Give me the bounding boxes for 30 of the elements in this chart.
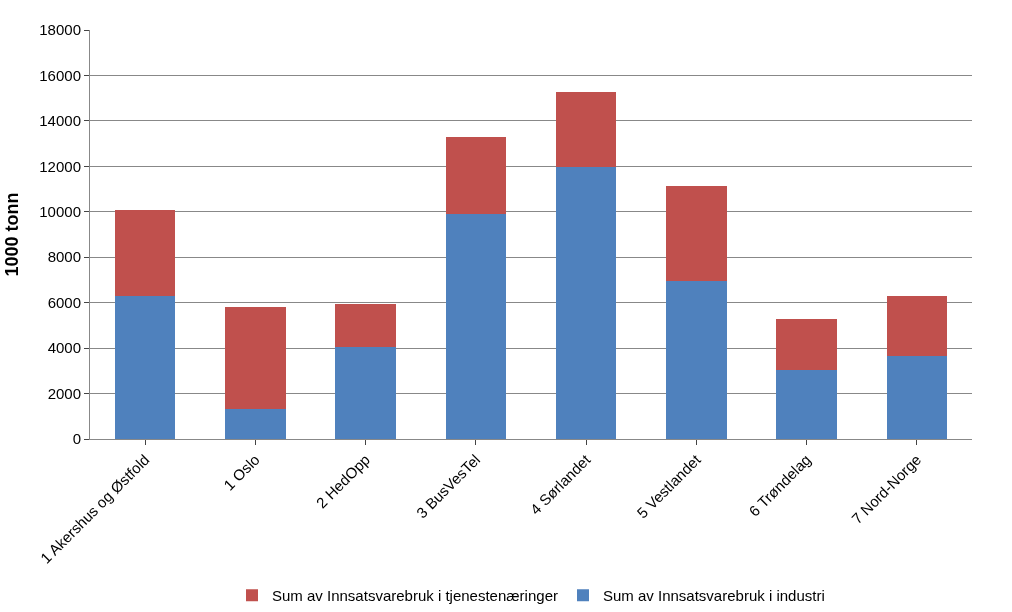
bar (776, 318, 837, 370)
legend-label: Sum av Innsatsvarebruk i tjenestenæringer (272, 587, 558, 605)
bar (335, 303, 396, 347)
x-tick-label: 1 Oslo (220, 450, 263, 494)
legend-label: Sum av Innsatsvarebruk i industri (602, 587, 825, 605)
y-tick-label: 0 (72, 430, 81, 448)
bar (776, 369, 837, 439)
bar (335, 346, 396, 439)
bar (445, 214, 507, 439)
y-tick-label: 18000 (39, 21, 81, 39)
y-tick-label: 6000 (47, 293, 81, 311)
bar (555, 167, 617, 439)
bar (666, 185, 727, 282)
y-tick-label: 2000 (47, 384, 81, 402)
y-tick-label: 16000 (39, 66, 81, 84)
bar (114, 295, 176, 439)
y-tick-label: 10000 (39, 203, 81, 221)
y-tick-label: 12000 (39, 157, 81, 175)
y-tick-label: 8000 (47, 248, 81, 266)
y-tick-label: 14000 (39, 112, 81, 130)
bar (886, 295, 948, 357)
bar (225, 409, 286, 439)
bar (225, 307, 286, 410)
bar (886, 356, 948, 439)
bar (114, 209, 176, 296)
y-axis-title: 1000 tonn (2, 192, 23, 277)
bar (555, 92, 617, 168)
bar (666, 281, 727, 439)
y-tick-label: 4000 (47, 339, 81, 357)
bar (445, 136, 507, 215)
